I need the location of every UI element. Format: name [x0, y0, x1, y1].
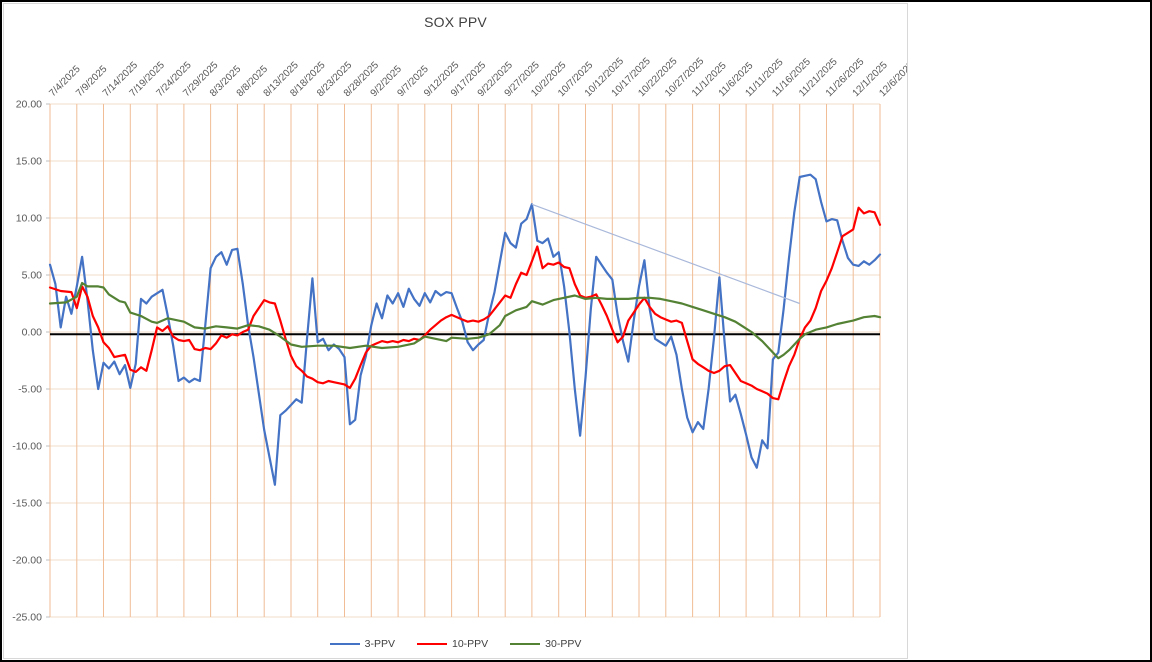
legend-label-10ppv: 10-PPV — [451, 638, 489, 650]
legend: 3-PPV 10-PPV 30-PPV — [4, 638, 907, 650]
svg-text:15.00: 15.00 — [16, 156, 42, 168]
svg-text:-25.00: -25.00 — [12, 612, 42, 624]
legend-item-10ppv[interactable]: 10-PPV — [416, 638, 489, 650]
svg-text:-20.00: -20.00 — [12, 555, 42, 567]
svg-text:-10.00: -10.00 — [12, 441, 42, 453]
svg-text:20.00: 20.00 — [16, 99, 42, 111]
chart-title: SOX PPV — [424, 14, 487, 30]
legend-item-30ppv[interactable]: 30-PPV — [510, 638, 581, 650]
legend-swatch-3ppv — [329, 643, 360, 645]
svg-text:10.00: 10.00 — [16, 213, 42, 225]
legend-label-30ppv: 30-PPV — [545, 638, 582, 650]
svg-text:-5.00: -5.00 — [18, 384, 42, 396]
chart-area[interactable]: SOX PPV 20.00 15.00 10.00 5.00 0.00 -5.00 -10.… — [3, 3, 908, 659]
legend-item-3ppv[interactable]: 3-PPV — [329, 638, 395, 650]
plot-svg[interactable]: 20.00 15.00 10.00 5.00 0.00 -5.00 -10.00 -15.00… — [4, 4, 907, 658]
legend-label-3ppv: 3-PPV — [364, 638, 395, 650]
svg-text:0.00: 0.00 — [22, 327, 43, 339]
svg-text:5.00: 5.00 — [22, 270, 43, 282]
svg-text:-15.00: -15.00 — [12, 498, 42, 510]
legend-swatch-30ppv — [510, 643, 541, 645]
legend-swatch-10ppv — [416, 643, 447, 645]
